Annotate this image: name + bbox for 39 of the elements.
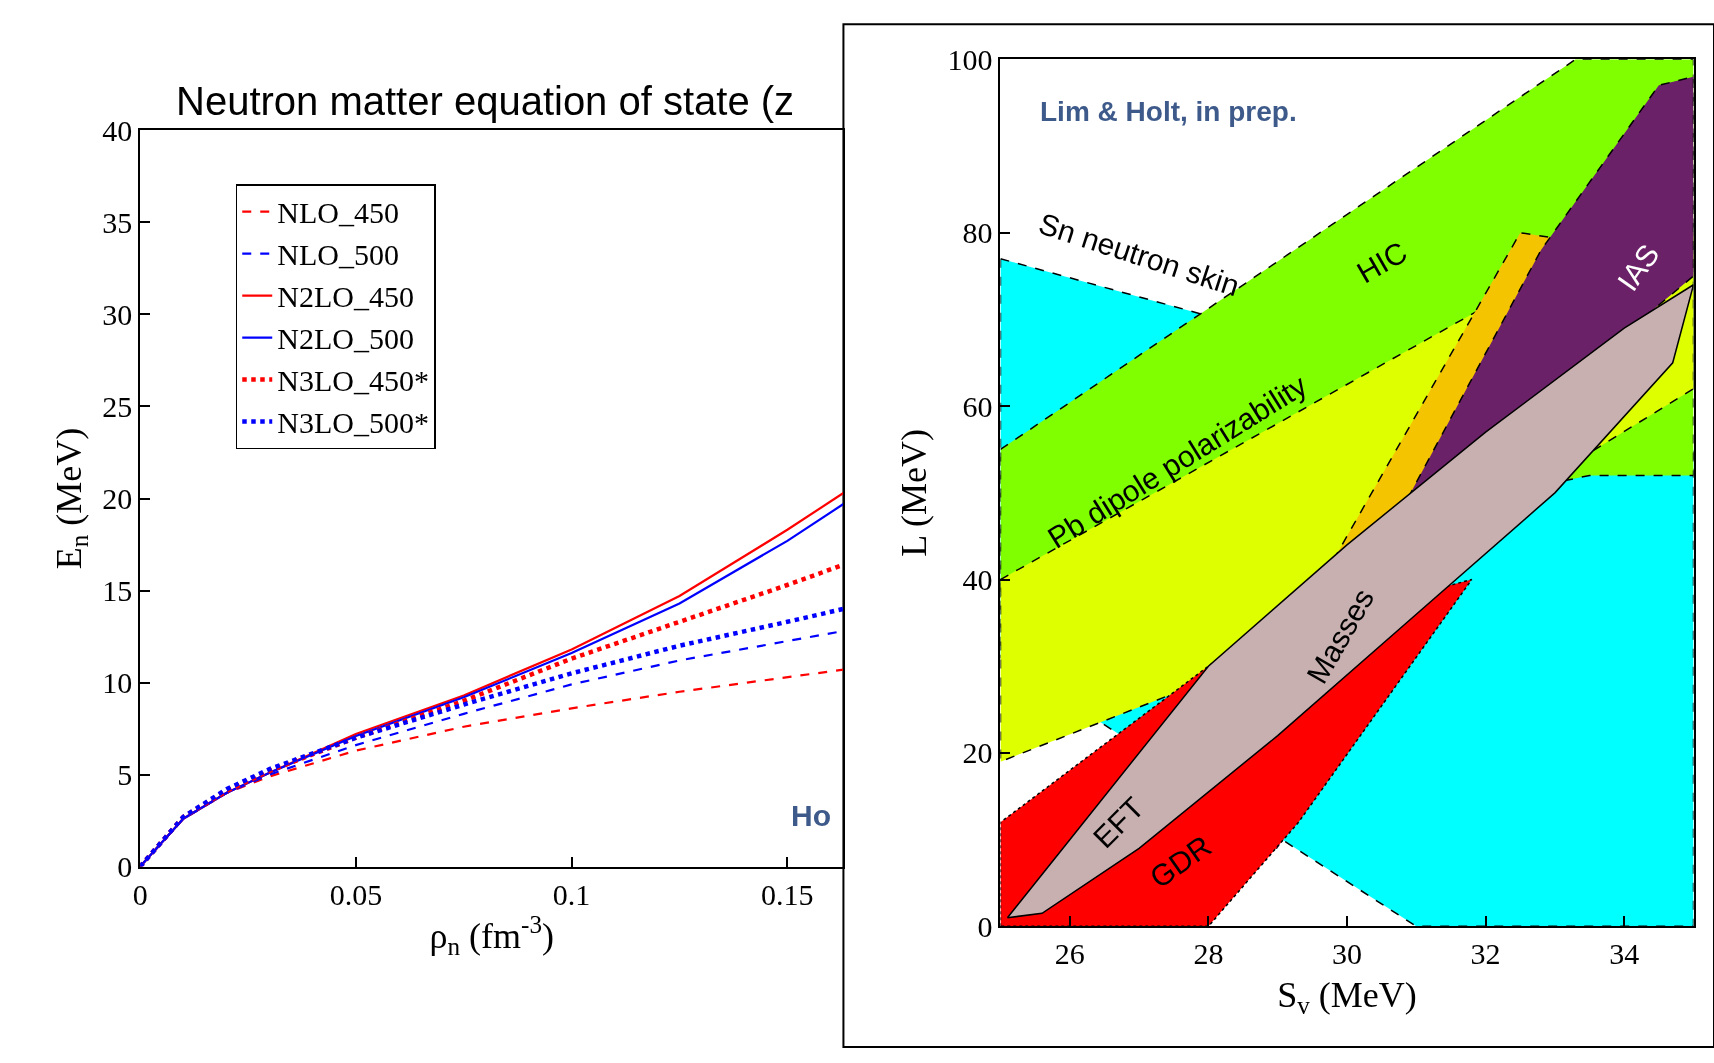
- y-tick-label: 25: [102, 389, 133, 423]
- annotation: IAS: [1610, 238, 1666, 297]
- y-tick-label: 20: [102, 482, 133, 516]
- x-tick-label: 0.05: [329, 877, 383, 911]
- x-tick-label: 30: [1331, 937, 1362, 971]
- legend-label: N2LO_500: [277, 322, 414, 356]
- y-axis-title: L (MeV): [893, 429, 934, 557]
- chart-title: Neutron matter equation of state (z: [176, 79, 795, 123]
- legend-label: NLO_500: [277, 238, 399, 272]
- annotation: GDR: [1143, 829, 1218, 895]
- y-tick-label: 0: [117, 850, 133, 884]
- y-tick-label: 100: [947, 42, 993, 76]
- annotation: Ho: [791, 799, 831, 832]
- y-tick-label: 30: [102, 297, 133, 331]
- y-tick-label: 40: [102, 113, 133, 147]
- y-tick-label: 5: [117, 758, 133, 792]
- y-tick-label: 80: [962, 216, 993, 250]
- y-tick-label: 15: [102, 574, 133, 608]
- annotation: Sn neutron skin: [1034, 206, 1244, 303]
- y-tick-label: 10: [102, 666, 133, 700]
- x-tick-label: 32: [1470, 937, 1501, 971]
- x-tick-label: 34: [1609, 937, 1640, 971]
- y-tick-label: 20: [962, 736, 993, 770]
- legend-label: N2LO_450: [277, 280, 414, 314]
- x-axis-title: ρ$_{n}$ (fm$^{-3}$): [429, 910, 555, 961]
- annotation: HIC: [1351, 235, 1413, 290]
- y-tick-label: 35: [102, 205, 133, 239]
- x-tick-label: 0.15: [761, 877, 814, 911]
- y-tick-label: 60: [962, 389, 993, 423]
- x-axis-title: S$_{v}$ (MeV): [1277, 974, 1417, 1020]
- annotation: Lim & Holt, in prep.: [1040, 96, 1297, 127]
- y-tick-label: 0: [977, 909, 993, 943]
- legend-label: N3LO_450*: [277, 364, 429, 398]
- x-tick-label: 28: [1193, 937, 1224, 971]
- legend-label: NLO_450: [277, 196, 399, 230]
- y-tick-label: 40: [962, 563, 993, 597]
- legend-label: N3LO_500*: [277, 406, 429, 440]
- x-tick-label: 0.1: [552, 877, 591, 911]
- x-tick-label: 26: [1054, 937, 1085, 971]
